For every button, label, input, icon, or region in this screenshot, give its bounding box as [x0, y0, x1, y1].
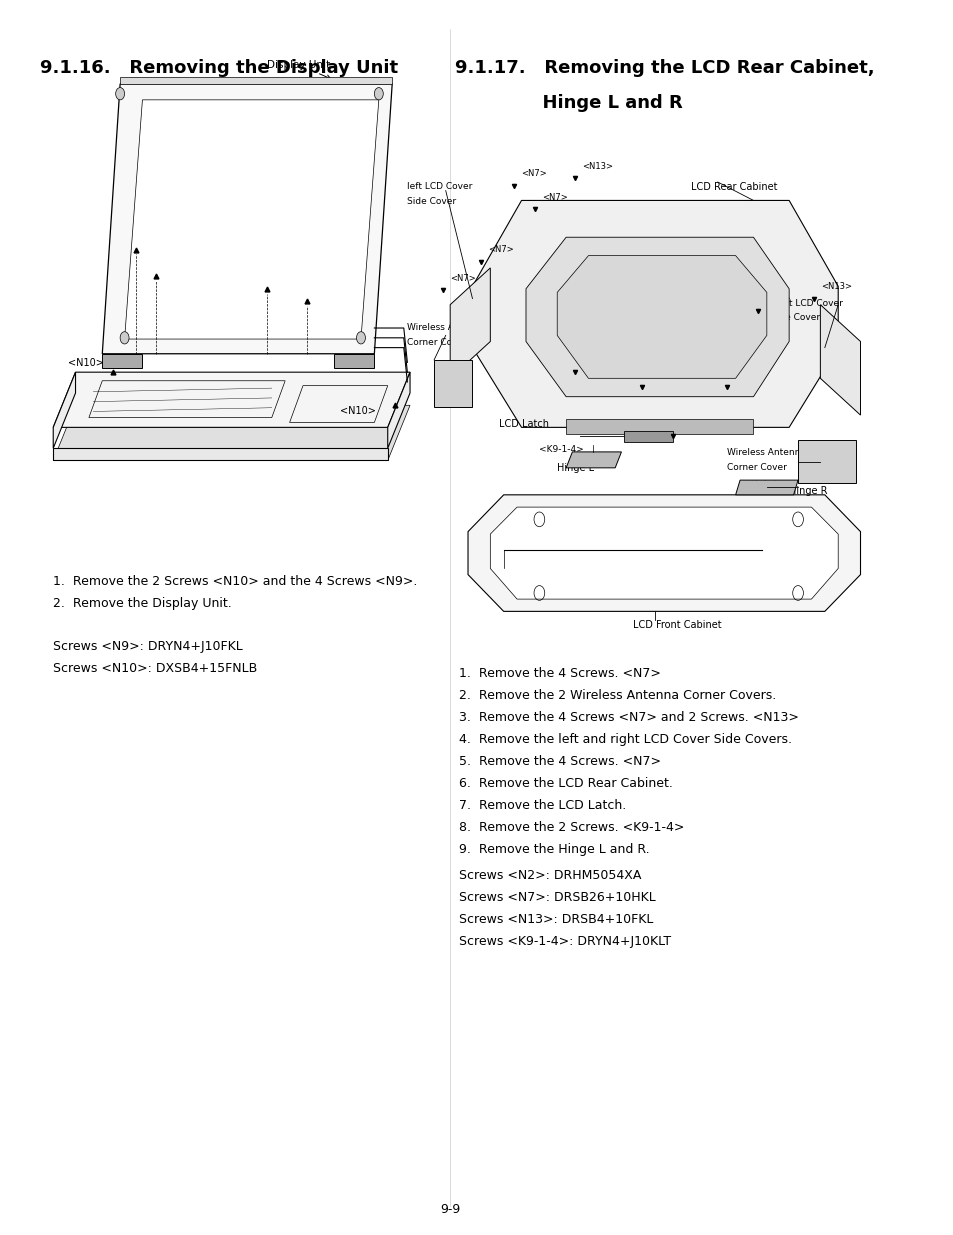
Text: <N9>: <N9>: [157, 263, 187, 273]
Text: <N10>: <N10>: [339, 406, 375, 416]
Text: 9.  Remove the Hinge L and R.: 9. Remove the Hinge L and R.: [458, 844, 649, 856]
Text: Screws <N2>: DRHM5054XA: Screws <N2>: DRHM5054XA: [458, 869, 640, 882]
Polygon shape: [53, 372, 410, 427]
Text: 8.  Remove the 2 Screws. <K9-1-4>: 8. Remove the 2 Screws. <K9-1-4>: [458, 821, 683, 834]
Text: 9.1.16.   Removing the Display Unit: 9.1.16. Removing the Display Unit: [40, 59, 397, 78]
Text: <N9>: <N9>: [309, 289, 338, 299]
Text: 9-9: 9-9: [439, 1203, 459, 1216]
Text: 6.  Remove the LCD Rear Cabinet.: 6. Remove the LCD Rear Cabinet.: [458, 777, 672, 790]
Polygon shape: [53, 448, 387, 461]
Polygon shape: [623, 431, 673, 442]
Text: Display Unit: Display Unit: [267, 61, 331, 79]
Text: <N7>: <N7>: [488, 246, 514, 254]
Polygon shape: [102, 353, 142, 368]
Text: 2.  Remove the Display Unit.: 2. Remove the Display Unit.: [53, 597, 232, 610]
Text: Screws <N9>: DRYN4+J10FKL: Screws <N9>: DRYN4+J10FKL: [53, 640, 243, 652]
Polygon shape: [735, 480, 798, 495]
Polygon shape: [120, 77, 392, 84]
Text: 9.1.17.   Removing the LCD Rear Cabinet,: 9.1.17. Removing the LCD Rear Cabinet,: [455, 59, 873, 78]
Text: Screws <N7>: DRSB26+10HKL: Screws <N7>: DRSB26+10HKL: [458, 890, 655, 904]
Text: Hinge L and R: Hinge L and R: [455, 94, 681, 111]
Polygon shape: [450, 268, 490, 378]
Text: 2.  Remove the 2 Wireless Antenna Corner Covers.: 2. Remove the 2 Wireless Antenna Corner …: [458, 689, 776, 701]
Text: <N13>: <N13>: [581, 162, 613, 170]
Text: <N7>: <N7>: [648, 370, 674, 379]
Text: LCD Rear Cabinet: LCD Rear Cabinet: [690, 182, 777, 191]
Text: 4.  Remove the left and right LCD Cover Side Covers.: 4. Remove the left and right LCD Cover S…: [458, 732, 791, 746]
Text: 3.  Remove the 4 Screws <N7> and 2 Screws. <N13>: 3. Remove the 4 Screws <N7> and 2 Screws…: [458, 710, 798, 724]
Polygon shape: [557, 256, 766, 378]
Circle shape: [374, 88, 383, 100]
Text: <N9>: <N9>: [269, 277, 298, 287]
Polygon shape: [334, 353, 374, 368]
Polygon shape: [490, 508, 838, 599]
Text: LCD Latch: LCD Latch: [498, 419, 549, 429]
Text: Screws <K9-1-4>: DRYN4+J10KLT: Screws <K9-1-4>: DRYN4+J10KLT: [458, 935, 671, 948]
Circle shape: [120, 332, 129, 345]
Text: Wireless Antenna: Wireless Antenna: [726, 448, 804, 457]
Text: left LCD Cover: left LCD Cover: [407, 182, 473, 191]
Text: Screws <N10>: DXSB4+15FNLB: Screws <N10>: DXSB4+15FNLB: [53, 662, 257, 674]
Text: 1.  Remove the 4 Screws. <N7>: 1. Remove the 4 Screws. <N7>: [458, 667, 660, 679]
Text: right LCD Cover: right LCD Cover: [770, 299, 842, 308]
Text: Corner Cover: Corner Cover: [407, 338, 467, 347]
Text: <N7>: <N7>: [521, 169, 547, 178]
Polygon shape: [125, 100, 378, 340]
Polygon shape: [102, 84, 392, 353]
Text: Side Cover: Side Cover: [770, 314, 820, 322]
Polygon shape: [472, 200, 838, 427]
Text: <N7>: <N7>: [581, 356, 607, 364]
Text: Screws <N13>: DRSB4+10FKL: Screws <N13>: DRSB4+10FKL: [458, 913, 653, 926]
Text: <N7>: <N7>: [764, 294, 790, 304]
Polygon shape: [525, 237, 788, 396]
Text: Hinge L: Hinge L: [557, 463, 594, 473]
Text: LCD Front Cabinet: LCD Front Cabinet: [633, 620, 720, 630]
Text: 1.  Remove the 2 Screws <N10> and the 4 Screws <N9>.: 1. Remove the 2 Screws <N10> and the 4 S…: [53, 574, 417, 588]
Text: 5.  Remove the 4 Screws. <N7>: 5. Remove the 4 Screws. <N7>: [458, 755, 660, 768]
Polygon shape: [468, 495, 860, 611]
Text: <K9-1-4>: <K9-1-4>: [740, 480, 784, 489]
Text: Corner Cover: Corner Cover: [726, 463, 786, 472]
Text: <K9-1-4>: <K9-1-4>: [538, 445, 583, 453]
Text: Wireless Antenna: Wireless Antenna: [407, 324, 486, 332]
Text: <N7>: <N7>: [541, 193, 567, 201]
Text: <N10>: <N10>: [69, 358, 104, 368]
Text: <N7>: <N7>: [733, 370, 759, 379]
Polygon shape: [387, 372, 410, 448]
Text: <N7>: <N7>: [679, 420, 705, 429]
Polygon shape: [798, 440, 855, 483]
Circle shape: [356, 332, 365, 345]
Polygon shape: [565, 419, 753, 433]
Polygon shape: [565, 452, 620, 468]
Polygon shape: [434, 359, 472, 406]
Text: 7.  Remove the LCD Latch.: 7. Remove the LCD Latch.: [458, 799, 626, 813]
Text: <N9>: <N9>: [139, 236, 170, 246]
Text: Hinge R: Hinge R: [788, 487, 827, 496]
Text: <N7>: <N7>: [450, 274, 476, 283]
Polygon shape: [53, 372, 75, 448]
Text: <N13>: <N13>: [821, 283, 851, 291]
Circle shape: [115, 88, 125, 100]
Polygon shape: [820, 305, 860, 415]
Polygon shape: [53, 405, 410, 461]
Text: Side Cover: Side Cover: [407, 196, 456, 206]
